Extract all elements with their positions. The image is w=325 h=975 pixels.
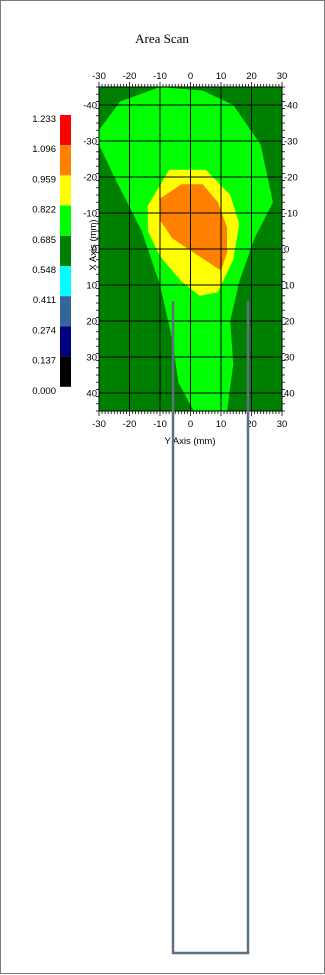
x-tick-label-top: 30 bbox=[277, 71, 288, 82]
x-tick-label-top: -10 bbox=[153, 71, 167, 82]
legend-label: 0.137 bbox=[32, 356, 56, 367]
y-tick-label-left: 20 bbox=[86, 317, 97, 328]
legend-swatch bbox=[60, 235, 71, 266]
legend-swatch bbox=[60, 145, 71, 176]
y-tick-label-left: -40 bbox=[83, 101, 97, 112]
y-tick-label-right: 20 bbox=[284, 317, 295, 328]
legend-label: 0.685 bbox=[32, 235, 56, 246]
y-tick-label-left: -30 bbox=[83, 137, 97, 148]
legend-label: 1.233 bbox=[32, 114, 56, 125]
x-tick-label-bottom: -20 bbox=[123, 419, 137, 430]
legend-label: 0.959 bbox=[32, 174, 56, 185]
x-tick-label-top: 20 bbox=[246, 71, 257, 82]
x-tick-label-bottom: 0 bbox=[188, 419, 193, 430]
color-legend: 1.233 1.096 0.959 0.822 0.685 0.548 0.411 0.274… bbox=[32, 114, 71, 397]
tick-layer: -30 -20 -10 0 10 20 30 -30 -20 -10 0 10 20 30 -40 -30 -2… bbox=[83, 71, 297, 430]
legend-label: 1.096 bbox=[32, 144, 56, 155]
x-tick-label-top: -30 bbox=[92, 71, 106, 82]
y-tick-label-left: 10 bbox=[86, 281, 97, 292]
y-tick-label-right: 0 bbox=[284, 245, 289, 256]
legend-swatch bbox=[60, 266, 71, 297]
legend-swatch bbox=[60, 326, 71, 357]
y-tick-label-right: 30 bbox=[284, 353, 295, 364]
legend-label: 0.822 bbox=[32, 205, 56, 216]
y-tick-label-right: -10 bbox=[284, 209, 298, 220]
x-tick-label-bottom: 20 bbox=[246, 419, 257, 430]
legend-swatch bbox=[60, 356, 71, 387]
legend-swatch bbox=[60, 115, 71, 146]
y-tick-label-left: 0 bbox=[92, 245, 97, 256]
x-tick-label-bottom: -10 bbox=[153, 419, 167, 430]
y-tick-label-left: -10 bbox=[83, 209, 97, 220]
y-tick-label-left: 40 bbox=[86, 389, 97, 400]
legend-swatch bbox=[60, 175, 71, 206]
y-tick-label-right: 40 bbox=[284, 389, 295, 400]
x-tick-label-top: 0 bbox=[188, 71, 193, 82]
legend-swatch bbox=[60, 296, 71, 327]
y-tick-label-right: -30 bbox=[284, 137, 298, 148]
chart-title: Area Scan bbox=[135, 31, 189, 46]
x-axis-label: Y Axis (mm) bbox=[164, 436, 215, 447]
legend-label: 0.548 bbox=[32, 265, 56, 276]
legend-label: 0.411 bbox=[33, 295, 56, 306]
y-tick-label-right: 10 bbox=[284, 281, 295, 292]
x-tick-label-top: 10 bbox=[216, 71, 227, 82]
legend-label: 0.000 bbox=[32, 386, 56, 397]
y-tick-label-right: -40 bbox=[284, 101, 298, 112]
x-tick-label-bottom: 10 bbox=[216, 419, 227, 430]
x-tick-label-top: -20 bbox=[123, 71, 137, 82]
y-axis-label: X Axis (mm) bbox=[88, 219, 99, 270]
probe-outline bbox=[171, 301, 250, 955]
y-tick-label-left: 30 bbox=[86, 353, 97, 364]
x-tick-label-bottom: -30 bbox=[92, 419, 106, 430]
legend-label: 0.274 bbox=[32, 325, 56, 336]
y-tick-label-left: -20 bbox=[83, 173, 97, 184]
y-tick-label-right: -20 bbox=[284, 173, 298, 184]
legend-swatch bbox=[60, 205, 71, 236]
x-tick-label-bottom: 30 bbox=[277, 419, 288, 430]
